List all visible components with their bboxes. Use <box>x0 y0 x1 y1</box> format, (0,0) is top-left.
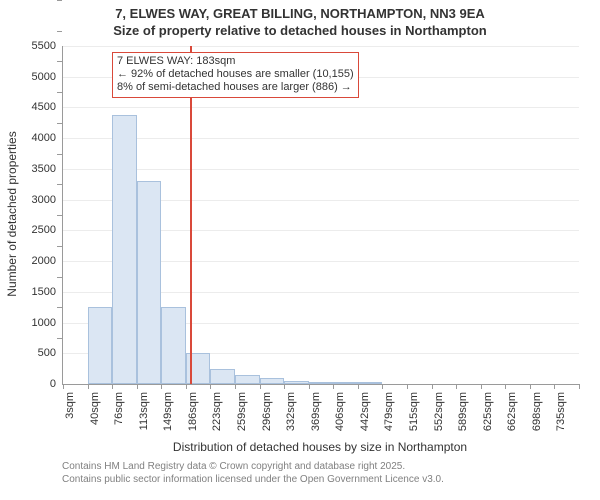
x-tick-label: 406sqm <box>334 392 346 442</box>
x-tick-label: 223sqm <box>211 392 223 442</box>
x-tick-label: 40sqm <box>89 392 101 442</box>
x-tick-label: 259sqm <box>236 392 248 442</box>
grid-line <box>63 107 579 108</box>
histogram-bar <box>210 369 235 384</box>
x-tick-label: 515sqm <box>408 392 420 442</box>
histogram-bar <box>88 307 113 384</box>
y-tick-label: 2000 <box>32 255 56 267</box>
y-tick-label: 500 <box>38 347 56 359</box>
histogram-bar <box>358 382 383 384</box>
attribution-line-2: Contains public sector information licen… <box>62 473 444 486</box>
grid-line <box>63 169 579 170</box>
x-tick-label: 369sqm <box>310 392 322 442</box>
x-tick-label: 735sqm <box>555 392 567 442</box>
attribution-line-1: Contains HM Land Registry data © Crown c… <box>62 460 444 473</box>
y-tick-label: 5500 <box>32 40 56 52</box>
x-tick-label: 76sqm <box>113 392 125 442</box>
x-tick-label: 662sqm <box>506 392 518 442</box>
histogram-bar <box>284 381 309 384</box>
y-tick-label: 5000 <box>32 71 56 83</box>
callout-line-1: 7 ELWES WAY: 183sqm <box>117 55 354 68</box>
y-tick-label: 1000 <box>32 317 56 329</box>
chart-title: 7, ELWES WAY, GREAT BILLING, NORTHAMPTON… <box>0 0 600 40</box>
chart-container: 7, ELWES WAY, GREAT BILLING, NORTHAMPTON… <box>0 0 600 500</box>
x-tick-label: 552sqm <box>433 392 445 442</box>
histogram-bar <box>333 382 358 384</box>
histogram-bar <box>137 181 162 384</box>
grid-line <box>63 138 579 139</box>
histogram-bar <box>260 378 285 384</box>
x-tick-label: 479sqm <box>383 392 395 442</box>
y-tick-label: 4000 <box>32 132 56 144</box>
attribution: Contains HM Land Registry data © Crown c… <box>62 460 444 486</box>
histogram-bar <box>161 307 186 384</box>
histogram-bar <box>235 375 260 384</box>
x-tick-label: 113sqm <box>138 392 150 442</box>
title-line-2: Size of property relative to detached ho… <box>0 23 600 40</box>
y-tick-label: 4500 <box>32 101 56 113</box>
callout-line-2: ← 92% of detached houses are smaller (10… <box>117 68 354 81</box>
x-tick-label: 149sqm <box>162 392 174 442</box>
y-tick-label: 3500 <box>32 163 56 175</box>
x-tick-label: 296sqm <box>261 392 273 442</box>
x-tick-label: 589sqm <box>457 392 469 442</box>
x-tick-label: 186sqm <box>187 392 199 442</box>
y-tick-label: 0 <box>50 378 56 390</box>
histogram-bar <box>112 115 137 384</box>
x-axis-label: Distribution of detached houses by size … <box>62 440 578 454</box>
grid-line <box>63 46 579 47</box>
y-tick-label: 3000 <box>32 194 56 206</box>
title-line-1: 7, ELWES WAY, GREAT BILLING, NORTHAMPTON… <box>0 6 600 23</box>
y-tick-label: 1500 <box>32 286 56 298</box>
x-tick-label: 625sqm <box>482 392 494 442</box>
histogram-bar <box>309 382 334 384</box>
x-tick-label: 442sqm <box>359 392 371 442</box>
y-axis-label: Number of detached properties <box>5 104 19 324</box>
x-tick-label: 332sqm <box>285 392 297 442</box>
y-tick-label: 2500 <box>32 224 56 236</box>
x-tick-label: 3sqm <box>64 392 76 442</box>
callout-box: 7 ELWES WAY: 183sqm← 92% of detached hou… <box>112 52 359 98</box>
x-tick-label: 698sqm <box>531 392 543 442</box>
callout-line-3: 8% of semi-detached houses are larger (8… <box>117 81 354 94</box>
